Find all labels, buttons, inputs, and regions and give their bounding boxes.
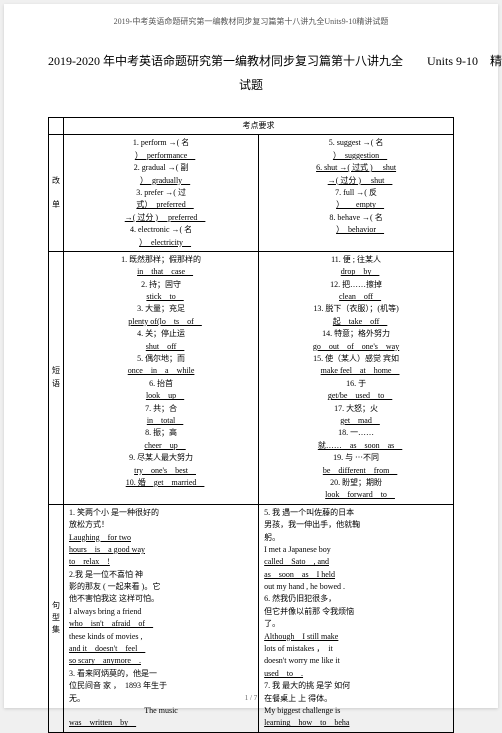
row1-left: 1. perform →( 名 ） performance 2. gradual…	[64, 135, 259, 252]
running-head: 2019-中考英语命题研究第一编教材同步复习篇第十八讲九全Units9-10精讲…	[48, 16, 454, 27]
document-title: 2019-2020 年中考英语命题研究第一编教材同步复习篇第十八讲九全 Unit…	[48, 49, 454, 97]
page-footer: 1 / 7	[4, 694, 498, 702]
title-line-1: 2019-2020 年中考英语命题研究第一编教材同步复习篇第十八讲九全 Unit…	[48, 54, 502, 68]
header-cell: 考点要求	[64, 118, 454, 135]
row2-right: 11. 便 ; 往某人 drop by 12. 把……擦掉 clean off …	[259, 251, 454, 504]
side-label-1: 改 单	[49, 135, 64, 252]
side-label-2: 短语	[49, 251, 64, 504]
header-side	[49, 118, 64, 135]
main-table: 考点要求 改 单 1. perform →( 名 ） performance 2…	[48, 117, 454, 733]
title-line-2: 试题	[48, 73, 454, 97]
row2-left: 1. 既然那样；假那样的 in that case 2. 持；固守 stick …	[64, 251, 259, 504]
row1-right: 5. suggest →( 名 ） suggestion 6. shut →( …	[259, 135, 454, 252]
page: 2019-中考英语命题研究第一编教材同步复习篇第十八讲九全Units9-10精讲…	[4, 4, 498, 708]
